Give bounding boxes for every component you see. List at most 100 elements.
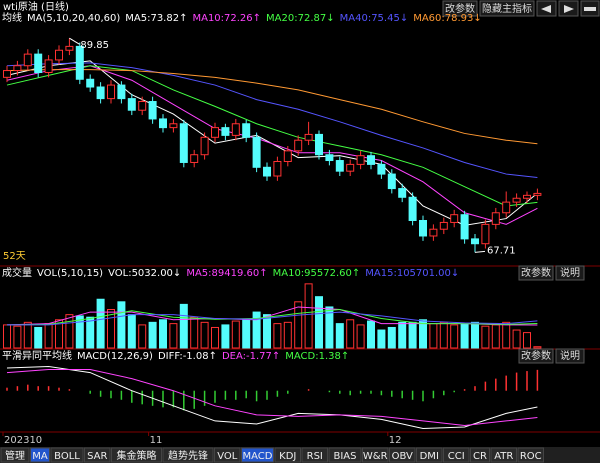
tab-label[interactable]: ROC xyxy=(520,451,542,462)
candle-body xyxy=(148,101,157,120)
volume-bar xyxy=(263,314,271,349)
volume-bar xyxy=(190,316,199,349)
tab-label[interactable]: SAR xyxy=(87,451,107,462)
legend-item: MACD(12,26,9) xyxy=(77,351,153,362)
button-label[interactable]: 改参数 xyxy=(445,2,475,15)
candle-body xyxy=(356,155,365,165)
legend-item: MA10:72.26↑ xyxy=(192,13,261,24)
candle-body xyxy=(471,238,479,245)
tab[interactable] xyxy=(416,447,443,463)
tab[interactable] xyxy=(443,447,470,463)
tab-label[interactable]: 集金策略 xyxy=(117,449,157,462)
volume-bar xyxy=(315,296,323,349)
tab-label[interactable]: CR xyxy=(473,451,487,462)
candle-body xyxy=(159,118,167,129)
volume-bar xyxy=(231,320,240,349)
tab-label[interactable]: CCI xyxy=(448,451,465,462)
button-label[interactable]: 说明 xyxy=(560,266,580,279)
candle-body xyxy=(335,160,344,172)
button[interactable] xyxy=(518,265,554,281)
tab-label[interactable]: 管理 xyxy=(5,449,25,462)
indicator-line xyxy=(6,69,538,145)
candle-body xyxy=(75,45,84,80)
button[interactable] xyxy=(442,0,478,17)
tab-label[interactable]: MACD xyxy=(243,451,273,462)
candle-body xyxy=(367,155,375,165)
candle-body xyxy=(211,127,219,138)
tab[interactable] xyxy=(162,447,214,463)
tab[interactable] xyxy=(30,447,50,463)
legend-item: VOL(5,10,15) xyxy=(37,268,103,279)
tab-label[interactable]: 趋势先锋 xyxy=(168,449,208,462)
candle-body xyxy=(55,49,63,61)
tab[interactable] xyxy=(362,447,389,463)
button-label[interactable]: 改参数 xyxy=(521,266,551,279)
tab[interactable] xyxy=(214,447,241,463)
tab-label[interactable]: VOL xyxy=(217,451,238,462)
tab[interactable] xyxy=(111,447,162,463)
button-label[interactable]: 说明 xyxy=(560,349,580,362)
tab-label[interactable]: ATR xyxy=(494,451,513,462)
tab-label[interactable]: BIAS xyxy=(334,451,357,462)
tab[interactable] xyxy=(84,447,111,463)
volume-bar xyxy=(387,326,396,349)
tab[interactable] xyxy=(241,447,274,463)
zoom-icon xyxy=(584,7,596,11)
button[interactable] xyxy=(479,0,535,17)
volume-bar xyxy=(502,321,511,349)
indicator-line xyxy=(6,62,538,178)
legend-item: 平滑异同平均线 xyxy=(2,349,72,362)
tab[interactable] xyxy=(50,447,84,463)
tab[interactable] xyxy=(490,447,517,463)
volume-bar xyxy=(75,315,84,349)
high-label: 89.85 xyxy=(80,40,109,51)
tab[interactable] xyxy=(274,447,301,463)
button-label[interactable]: 隐藏主指标 xyxy=(482,2,532,15)
tab-label[interactable]: DMI xyxy=(420,451,439,462)
button-label[interactable]: 改参数 xyxy=(521,349,551,362)
legend-item: MACD:1.38↑ xyxy=(285,351,349,362)
tab-label[interactable]: W&R xyxy=(363,451,388,462)
volume-bar xyxy=(3,324,11,349)
legend-item: DIFF:-1.08↑ xyxy=(158,351,217,362)
volume-bar xyxy=(65,314,74,349)
indicator-line xyxy=(6,369,538,426)
tab[interactable] xyxy=(301,447,328,463)
candle-body xyxy=(117,84,126,100)
tab[interactable] xyxy=(389,447,416,463)
tab[interactable] xyxy=(0,447,30,463)
tab[interactable] xyxy=(517,447,544,463)
volume-bar xyxy=(148,321,157,349)
legend-item: MA(5,10,20,40,60) xyxy=(27,13,120,24)
volume-bar xyxy=(419,319,427,349)
indicator-line xyxy=(6,65,538,207)
candle-body xyxy=(23,53,32,67)
tab-label[interactable]: OBV xyxy=(392,451,413,462)
tab-label[interactable]: KDJ xyxy=(279,451,296,462)
tab[interactable] xyxy=(470,447,490,463)
candle-body xyxy=(408,196,417,222)
tab[interactable] xyxy=(328,447,362,463)
volume-bar xyxy=(377,329,386,349)
indicator-line xyxy=(6,65,538,225)
tab-label[interactable]: BOLL xyxy=(54,451,80,462)
volume-bar xyxy=(86,316,95,349)
candle-body xyxy=(273,160,282,177)
volume-bar xyxy=(450,324,459,349)
candle-body xyxy=(502,201,511,214)
candle-body xyxy=(231,123,240,136)
button[interactable] xyxy=(555,348,585,364)
volume-bar xyxy=(283,321,292,349)
button[interactable] xyxy=(555,265,585,281)
volume-bar xyxy=(200,321,209,349)
volume-bar xyxy=(23,321,32,349)
button[interactable] xyxy=(518,348,554,364)
tab-label[interactable]: MA xyxy=(32,451,48,462)
tab-label[interactable]: RSI xyxy=(307,451,323,462)
annotation-line xyxy=(474,250,486,253)
legend-item: 均线 xyxy=(2,11,22,24)
annotation-line xyxy=(69,37,80,45)
candle-body xyxy=(263,166,271,177)
volume-bar xyxy=(491,324,500,349)
volume-bar xyxy=(398,321,407,349)
